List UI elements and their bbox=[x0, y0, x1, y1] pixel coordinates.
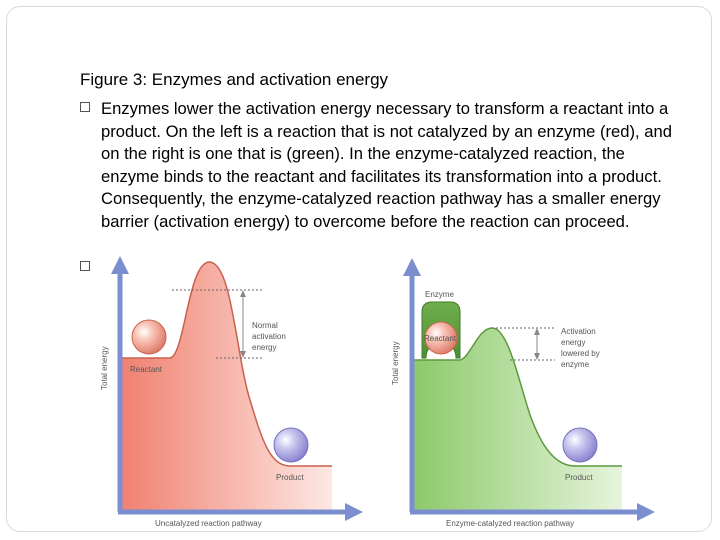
catalyzed-product-label: Product bbox=[565, 473, 593, 482]
catalyzed-barrier-label-4: enzyme bbox=[561, 360, 590, 369]
bullet-box-icon bbox=[80, 261, 90, 271]
bullet-text: Enzymes lower the activation energy nece… bbox=[101, 99, 672, 231]
reactant-ball bbox=[131, 319, 167, 355]
uncatalyzed-barrier-label-1: Normal bbox=[252, 321, 278, 330]
catalyzed-barrier-label-2: energy bbox=[561, 338, 585, 347]
catalyzed-barrier-label-3: lowered by bbox=[561, 349, 600, 358]
catalyzed-barrier-label-1: Activation bbox=[561, 327, 596, 336]
catalyzed-diagram: Activation energy lowered by enzyme Enzy… bbox=[391, 258, 655, 528]
uncatalyzed-barrier-label-3: energy bbox=[252, 343, 276, 352]
uncatalyzed-reactant-label: Reactant bbox=[130, 365, 163, 374]
catalyzed-reactant-label: Reactant bbox=[424, 334, 457, 343]
slide-frame bbox=[6, 6, 712, 532]
figure-title: Figure 3: Enzymes and activation energy bbox=[80, 70, 389, 89]
uncatalyzed-barrier-label-2: activation bbox=[252, 332, 286, 341]
catalyzed-x-axis-label: Enzyme-catalyzed reaction pathway bbox=[446, 519, 574, 528]
uncatalyzed-diagram: Normal activation energy Reactant Produc… bbox=[100, 256, 363, 528]
product-ball bbox=[273, 427, 309, 463]
catalyzed-y-axis-label: Total energy bbox=[391, 341, 400, 385]
bullet-box-icon bbox=[80, 102, 90, 112]
bullet-item: Enzymes lower the activation energy nece… bbox=[80, 98, 680, 233]
enzyme-label: Enzyme bbox=[425, 290, 454, 299]
uncatalyzed-energy-curve bbox=[120, 261, 332, 467]
uncatalyzed-product-label: Product bbox=[276, 473, 304, 482]
enzyme-bound-reactant-ball bbox=[424, 321, 458, 355]
uncatalyzed-y-axis-label: Total energy bbox=[100, 346, 109, 390]
uncatalyzed-energy-area bbox=[120, 261, 332, 512]
catalyzed-product-ball bbox=[562, 427, 598, 463]
uncatalyzed-x-axis-label: Uncatalyzed reaction pathway bbox=[155, 519, 262, 528]
catalyzed-energy-curve bbox=[412, 327, 622, 467]
